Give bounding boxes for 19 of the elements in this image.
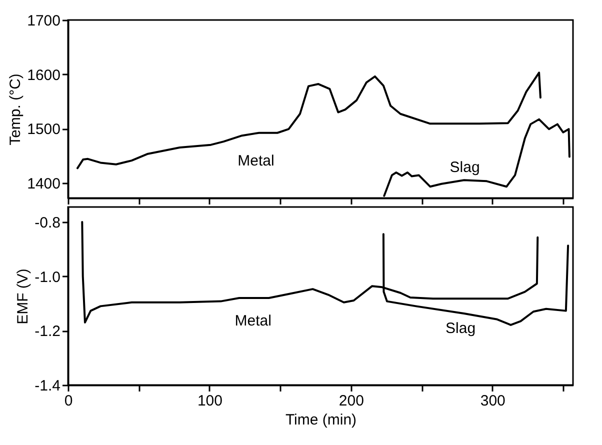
x-tick-label: 0 [64, 392, 73, 410]
y-tick-label: 1600 [27, 66, 60, 84]
y-tick-label: -1.2 [34, 323, 60, 340]
y-tick-label: 1500 [27, 121, 60, 138]
y-tick-label: -1.0 [34, 268, 60, 286]
y-tick-label: 1400 [27, 175, 60, 192]
y-tick-label: 1700 [27, 12, 60, 30]
x-tick-label: 300 [480, 392, 506, 410]
y-tick-label: -0.8 [34, 214, 60, 232]
y-tick-label: -1.4 [34, 378, 60, 394]
annotation: Slag [446, 320, 476, 337]
x-tick-label: 200 [338, 392, 364, 410]
annotation: Slag [450, 158, 480, 176]
x-axis-title: Time (min) [285, 412, 357, 428]
annotation: Metal [238, 152, 274, 170]
y-axis-title: EMF (V) [14, 268, 32, 324]
annotation: Metal [234, 312, 272, 330]
y-axis-title: Temp. (°C) [7, 74, 24, 146]
x-tick-label: 100 [197, 392, 222, 410]
